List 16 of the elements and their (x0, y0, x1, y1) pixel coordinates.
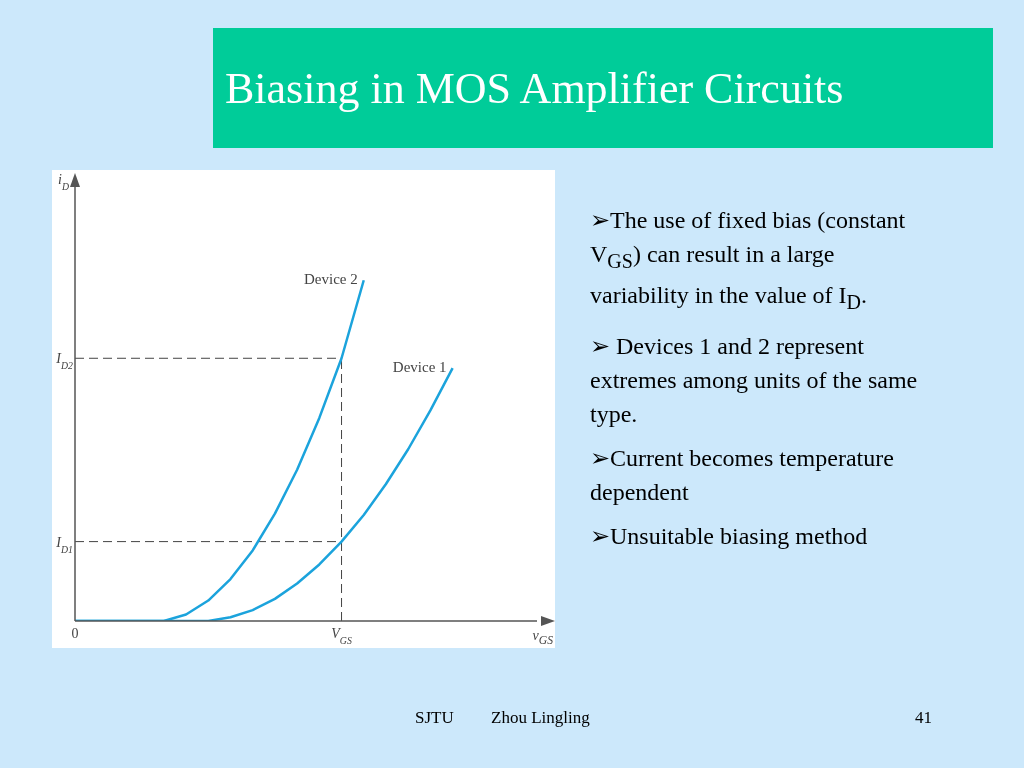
text: Zhou Lingling (491, 708, 590, 728)
x-tick-label: V$_{GS}$ (331, 626, 352, 646)
series-label: Device 2 (304, 271, 358, 288)
chart-title: Biasing in MOS Amplifier Circuits (225, 62, 844, 114)
text: ➢The use of fixed bias (constant V$_{GS}$) can result in a large variability in the value of I$_{D}$. (590, 206, 907, 315)
x-tick-label: 0 (71, 626, 79, 641)
text: 41 (915, 708, 932, 728)
text: ➢Current becomes temperature dependent (590, 443, 895, 507)
text: ➢Unsuitable biasing method (590, 521, 869, 551)
x-axis-title: v$_{GS}$ (532, 628, 553, 647)
text: SJTU (415, 708, 454, 728)
text: ➢ Devices 1 and 2 represent extremes among units of the same type. (590, 331, 919, 429)
ref-line-label: I$_{D2}$ (55, 351, 74, 371)
ref-line-label: I$_{D1}$ (55, 534, 73, 555)
text: i$_{D}$ (58, 172, 69, 192)
series-label: Device 1 (392, 359, 447, 376)
